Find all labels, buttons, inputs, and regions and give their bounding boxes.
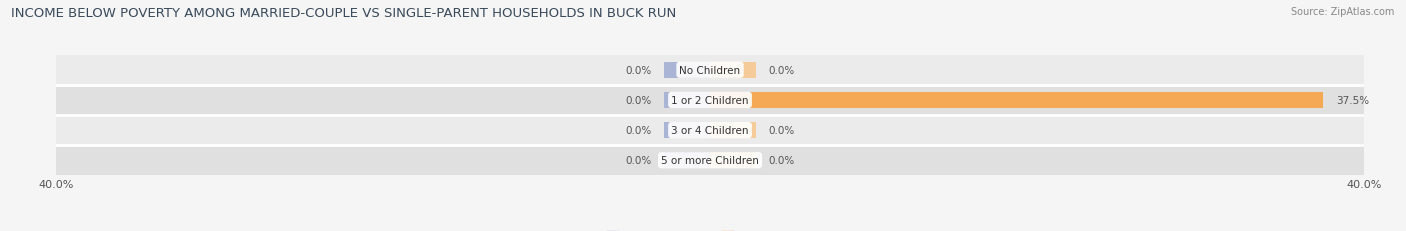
Text: 0.0%: 0.0% xyxy=(769,125,796,136)
Text: 0.0%: 0.0% xyxy=(624,65,651,76)
Bar xyxy=(664,153,710,168)
Bar xyxy=(56,55,1364,85)
Bar xyxy=(710,63,756,78)
Text: 3 or 4 Children: 3 or 4 Children xyxy=(671,125,749,136)
Text: Source: ZipAtlas.com: Source: ZipAtlas.com xyxy=(1291,7,1395,17)
Legend: Married Couples, Single Parents: Married Couples, Single Parents xyxy=(602,227,818,231)
Bar xyxy=(710,123,756,138)
Text: INCOME BELOW POVERTY AMONG MARRIED-COUPLE VS SINGLE-PARENT HOUSEHOLDS IN BUCK RU: INCOME BELOW POVERTY AMONG MARRIED-COUPL… xyxy=(11,7,676,20)
Bar xyxy=(664,93,710,108)
Bar xyxy=(56,116,1364,146)
Text: 5 or more Children: 5 or more Children xyxy=(661,155,759,166)
Text: 37.5%: 37.5% xyxy=(1336,95,1369,106)
Text: 0.0%: 0.0% xyxy=(624,125,651,136)
Bar xyxy=(710,93,1323,108)
Bar xyxy=(56,85,1364,116)
Text: 1 or 2 Children: 1 or 2 Children xyxy=(671,95,749,106)
Bar xyxy=(664,123,710,138)
Text: 0.0%: 0.0% xyxy=(624,95,651,106)
Text: 0.0%: 0.0% xyxy=(769,65,796,76)
Bar xyxy=(56,146,1364,176)
Bar xyxy=(710,153,756,168)
Text: 0.0%: 0.0% xyxy=(769,155,796,166)
Bar xyxy=(664,63,710,78)
Text: No Children: No Children xyxy=(679,65,741,76)
Text: 0.0%: 0.0% xyxy=(624,155,651,166)
